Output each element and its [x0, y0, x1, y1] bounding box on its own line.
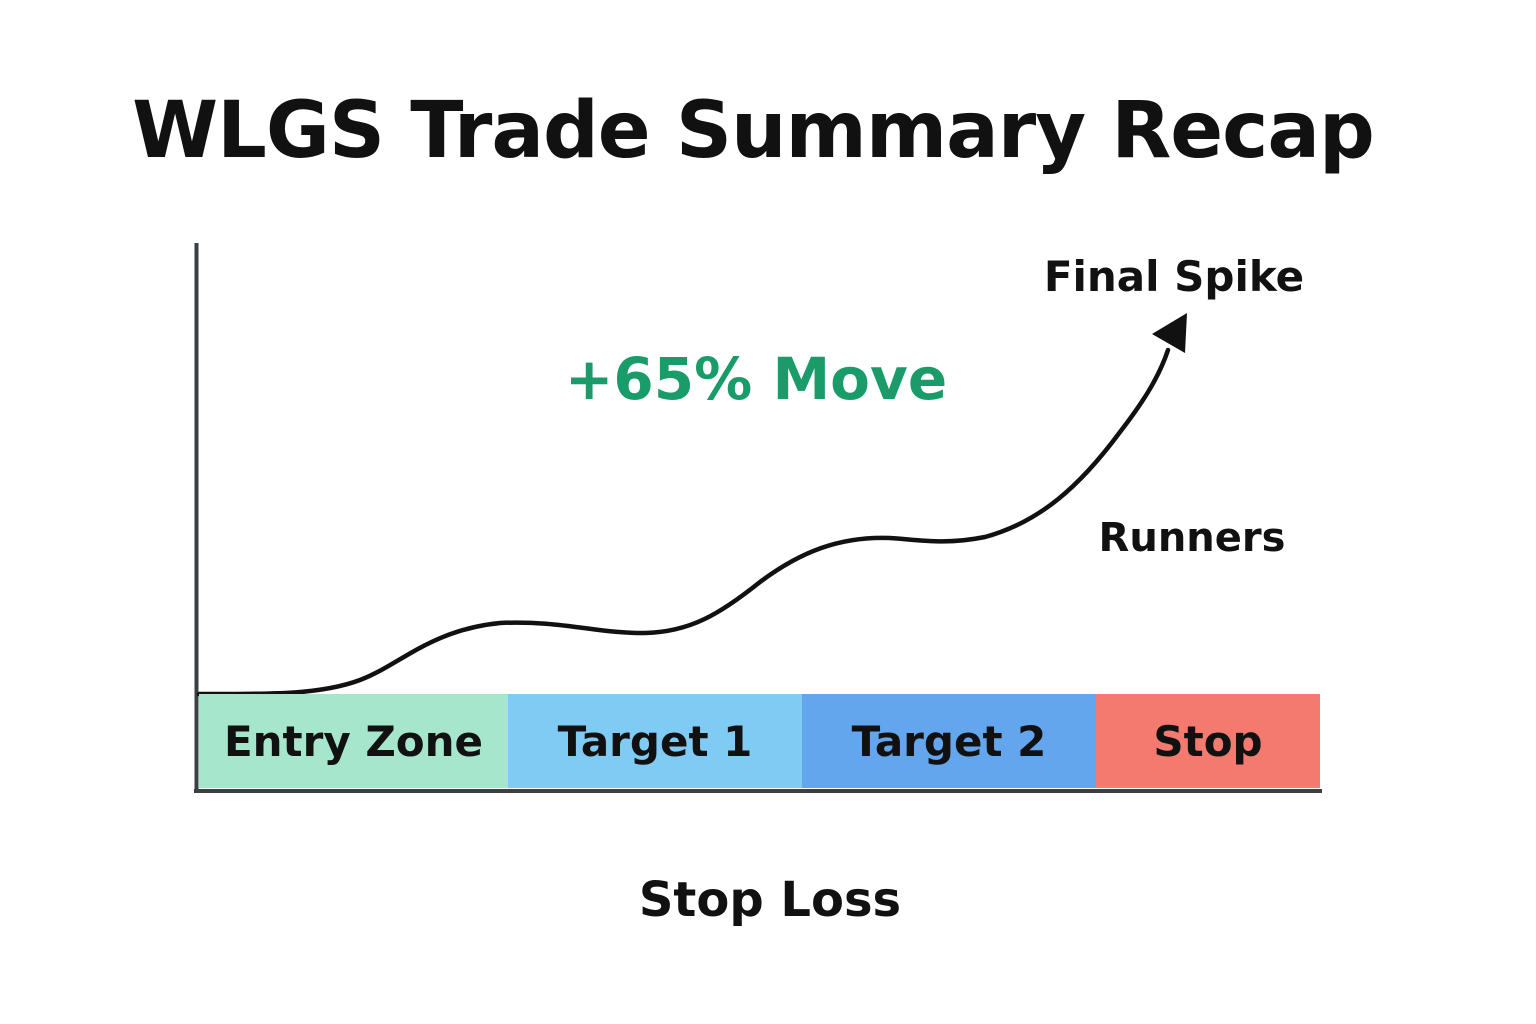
runners-annotation: Runners [1098, 515, 1286, 561]
target-2-zone: Target 2 [802, 694, 1096, 788]
entry-zone: Entry Zone [199, 694, 508, 788]
zone-bar: Entry Zone Target 1 Target 2 Stop [199, 694, 1320, 788]
final-spike-annotation: Final Spike [1043, 252, 1305, 301]
stop-loss-label: Stop Loss [638, 872, 902, 928]
stop-zone: Stop [1096, 694, 1320, 788]
diagram-title: WLGS Trade Summary Recap [132, 86, 1375, 176]
move-annotation: +65% Move [564, 345, 948, 413]
arrow-head-icon [1152, 313, 1187, 353]
price-curve [196, 347, 1171, 697]
target-1-zone: Target 1 [508, 694, 802, 788]
